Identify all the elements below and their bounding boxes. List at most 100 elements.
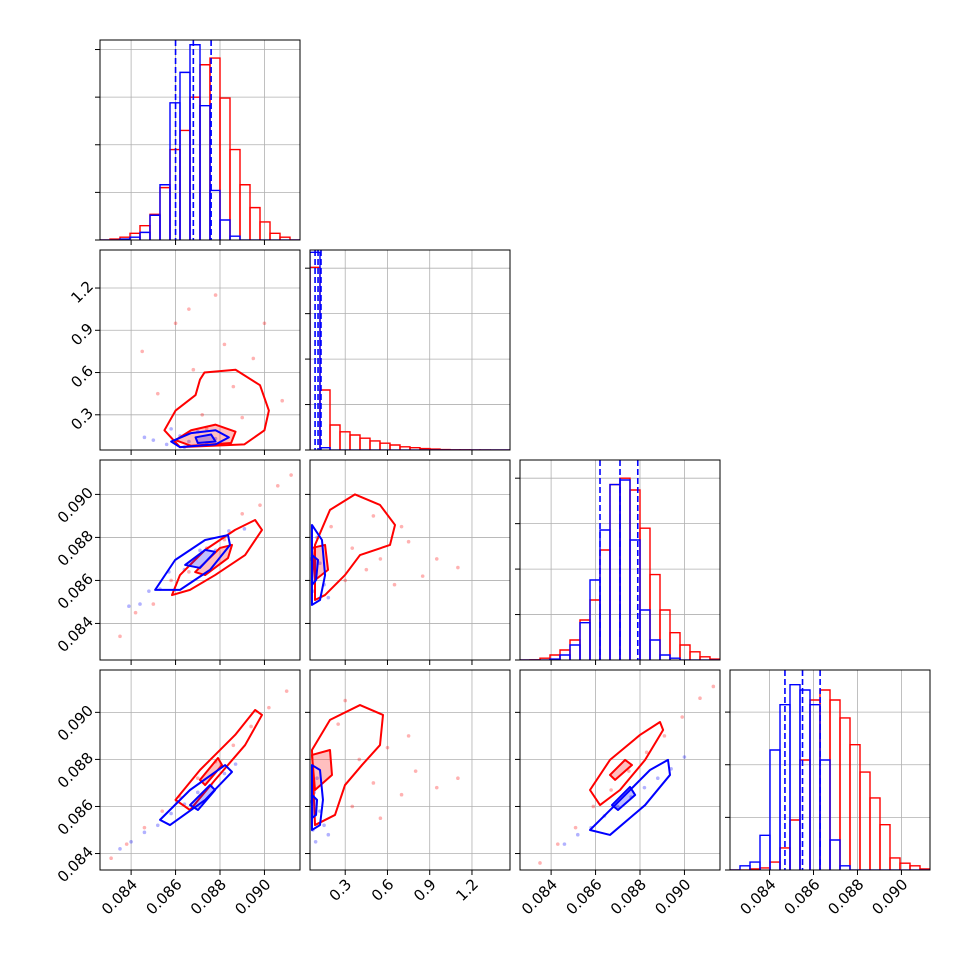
scatter-point	[147, 589, 151, 593]
histogram-bin	[259, 221, 271, 240]
scatter-point	[456, 565, 460, 570]
panel-background	[310, 460, 510, 660]
scatter-point	[231, 743, 236, 748]
panel-frame	[99, 39, 301, 241]
scatter-point	[655, 776, 660, 781]
scatter-point	[222, 342, 227, 347]
y-tick-label: 0.088	[54, 527, 97, 570]
scatter-point	[231, 384, 236, 389]
x-tick-label: 0.090	[231, 875, 274, 918]
scatter-point	[573, 825, 578, 830]
contour	[310, 704, 384, 827]
scatter-point	[142, 435, 147, 440]
scatter-point	[227, 529, 231, 533]
x-tick-label: 0.9	[410, 875, 440, 905]
scatter-point	[151, 438, 156, 442]
x-tick-label: 0.086	[142, 875, 185, 918]
scatter-point	[329, 524, 333, 529]
contour	[194, 433, 217, 444]
histogram-bin	[199, 105, 211, 240]
y-tick-label: 0.084	[54, 843, 97, 886]
scatter-point	[615, 804, 620, 809]
scatter-point	[555, 842, 560, 846]
scatter-point	[698, 696, 702, 701]
scatter-point	[378, 557, 383, 561]
x-tick-label: 0.088	[607, 875, 650, 918]
contour	[163, 368, 270, 449]
scatter-point	[371, 514, 376, 518]
scatter-point	[213, 293, 218, 297]
scatter-point	[336, 722, 340, 726]
scatter-point	[682, 755, 687, 759]
scatter-point	[164, 442, 169, 447]
scatter-point	[662, 734, 667, 738]
panel-frame	[309, 669, 511, 871]
y-tick-label: 1.2	[67, 277, 97, 307]
panel-frame	[729, 669, 931, 871]
plot-area	[520, 460, 720, 660]
scatter-point	[371, 781, 376, 785]
histogram-bin	[829, 839, 841, 870]
histogram-bin	[319, 447, 331, 450]
scatter-point	[350, 546, 355, 550]
x-tick-label: 0.090	[651, 875, 694, 918]
contour	[609, 758, 633, 781]
scatter-point	[222, 771, 227, 776]
contour	[310, 554, 320, 586]
histogram-bin	[879, 824, 891, 870]
contour	[310, 793, 319, 819]
scatter-point	[326, 595, 331, 600]
scatter-point	[195, 776, 200, 781]
scatter-point	[280, 398, 285, 403]
panel-background	[310, 250, 510, 450]
scatter-point	[142, 830, 147, 835]
y-tick-label: 0.090	[54, 702, 97, 745]
x-tick-label: 0.084	[518, 875, 561, 918]
panel-frame	[309, 459, 511, 661]
scatter-point	[644, 750, 649, 755]
panel-background	[310, 670, 510, 870]
histogram-bin	[639, 609, 651, 660]
histogram-bin	[689, 651, 701, 660]
scatter-point	[364, 567, 369, 572]
panel-frame	[99, 459, 301, 661]
plot-area	[310, 698, 460, 844]
contour	[154, 534, 231, 591]
plot-area	[118, 473, 293, 639]
scatter-point	[258, 503, 262, 507]
scatter-point	[591, 804, 596, 809]
scatter-point	[198, 548, 202, 553]
plot-area	[100, 40, 300, 240]
plot-area	[730, 670, 930, 870]
histogram-bin	[909, 865, 921, 870]
histogram-bin	[629, 539, 641, 660]
scatter-point	[129, 839, 133, 844]
contour	[174, 709, 263, 811]
histogram-bin	[219, 219, 231, 240]
scatter-point	[711, 684, 716, 689]
scatter-point	[609, 788, 613, 792]
scatter-point	[109, 856, 113, 861]
panel-frame	[99, 669, 301, 871]
histogram-bin	[839, 865, 851, 870]
contour	[184, 548, 217, 569]
panel-frame	[519, 459, 721, 661]
x-tick-label: 0.086	[780, 875, 823, 918]
scatter-point	[242, 527, 247, 531]
scatter-point	[124, 842, 129, 846]
scatter-point	[138, 602, 142, 606]
scatter-point	[187, 307, 191, 311]
x-tick-label: 0.088	[824, 875, 867, 918]
scatter-point	[118, 634, 122, 639]
panel	[305, 459, 511, 665]
scatter-point	[399, 792, 404, 797]
x-tick-label: 0.084	[98, 875, 141, 918]
scatter-point	[562, 842, 567, 846]
scatter-point	[127, 604, 131, 609]
scatter-point	[251, 356, 256, 361]
scatter-point	[315, 776, 319, 781]
scatter-point	[187, 439, 191, 444]
y-tick-label: 0.086	[54, 796, 97, 839]
contour	[589, 721, 665, 807]
plot-area	[109, 689, 289, 861]
